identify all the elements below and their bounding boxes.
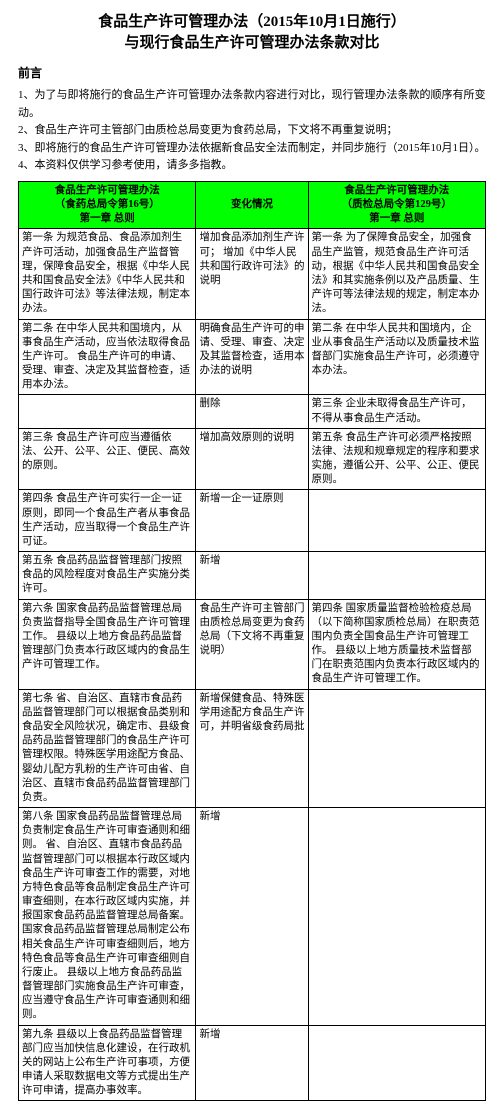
header-right-sub: （质检总局令第129号）	[312, 198, 482, 212]
cell-left: 第四条 食品生产许可实行一企一证原则，即同一个食品生产者从事食品生产活动，应当取…	[19, 490, 196, 552]
table-row: 第五条 食品药品监督管理部门按照食品的风险程度对食品生产实施分类许可。 新增	[19, 552, 486, 600]
table-row: 第八条 国家食品药品监督管理总局负责制定食品生产许可审查通则和细则。 省、自治区…	[19, 808, 486, 1026]
table-row: 第三条 食品生产许可应当遵循依法、公开、公平、公正、便民、高效的原则。 增加高效…	[19, 428, 486, 490]
cell-left: 第七条 省、自治区、直辖市食品药品监督管理部门可以根据食品类别和食品安全风险状况…	[19, 689, 196, 807]
table-row: 第二条 在中华人民共和国境内，从事食品生产活动，应当依法取得食品生产许可。 食品…	[19, 319, 486, 395]
cell-right	[308, 552, 485, 600]
header-right-chap: 第一章 总则	[312, 212, 482, 226]
cell-left: 第二条 在中华人民共和国境内，从事食品生产活动，应当依法取得食品生产许可。 食品…	[19, 319, 196, 395]
cell-right	[308, 1025, 485, 1101]
cell-right	[308, 808, 485, 1026]
cell-mid: 新增保健食品、特殊医学用途配方食品生产许可，并明省级食药局批	[196, 689, 308, 807]
cell-left: 第三条 食品生产许可应当遵循依法、公开、公平、公正、便民、高效的原则。	[19, 428, 196, 490]
header-left-title: 食品生产许可管理办法	[22, 184, 192, 198]
table-row: 第一条 为规范食品、食品添加剂生产许可活动，加强食品生产监督管理，保障食品安全，…	[19, 229, 486, 319]
comparison-table: 食品生产许可管理办法 （食药总局令第16号） 第一章 总则 变化情况 食品生产许…	[18, 181, 486, 1101]
cell-right: 第四条 国家质量监督检验检疫总局（以下简称国家质检总局）在职责范围内负责全国食品…	[308, 599, 485, 689]
header-mid: 变化情况	[196, 181, 308, 229]
preface-item: 3、即将施行的食品生产许可管理办法依据新食品安全法而制定，并同步施行（2015年…	[18, 140, 486, 158]
table-row: 第四条 食品生产许可实行一企一证原则，即同一个食品生产者从事食品生产活动，应当取…	[19, 490, 486, 552]
header-left-chap: 第一章 总则	[22, 212, 192, 226]
cell-mid: 删除	[196, 395, 308, 428]
cell-mid: 新增一企一证原则	[196, 490, 308, 552]
table-row: 第六条 国家食品药品监督管理总局负责监督指导全国食品生产许可管理工作。 县级以上…	[19, 599, 486, 689]
preface-item: 1、为了与即将施行的食品生产许可管理办法条款内容进行对比，现行管理办法条款的顺序…	[18, 87, 486, 122]
cell-mid: 新增	[196, 1025, 308, 1101]
cell-mid: 新增	[196, 552, 308, 600]
cell-left: 第六条 国家食品药品监督管理总局负责监督指导全国食品生产许可管理工作。 县级以上…	[19, 599, 196, 689]
cell-mid: 食品生产许可主管部门由质检总局变更为食药总局（下文将不再重复说明）	[196, 599, 308, 689]
cell-mid: 明确食品生产许可的申请、受理、审查、决定及其监督检查，适用本办法的说明	[196, 319, 308, 395]
cell-left: 第五条 食品药品监督管理部门按照食品的风险程度对食品生产实施分类许可。	[19, 552, 196, 600]
cell-mid: 新增	[196, 808, 308, 1026]
table-row: 第九条 县级以上食品药品监督管理部门应当加快信息化建设，在行政机关的网站上公布生…	[19, 1025, 486, 1101]
cell-right	[308, 689, 485, 807]
table-row: 删除 第三条 企业未取得食品生产许可，不得从事食品生产活动。	[19, 395, 486, 428]
cell-right	[308, 490, 485, 552]
cell-left: 第八条 国家食品药品监督管理总局负责制定食品生产许可审查通则和细则。 省、自治区…	[19, 808, 196, 1026]
preface-item: 4、本资料仅供学习参考使用，请多多指教。	[18, 157, 486, 175]
cell-mid: 增加食品添加剂生产许可； 增加《中华人民共和国行政许可法》的说明	[196, 229, 308, 319]
cell-right: 第二条 在中华人民共和国境内，企业从事食品生产活动以及质量技术监督部门实施食品生…	[308, 319, 485, 395]
cell-left: 第一条 为规范食品、食品添加剂生产许可活动，加强食品生产监督管理，保障食品安全，…	[19, 229, 196, 319]
cell-right: 第五条 食品生产许可必须严格按照法律、法规和规章规定的程序和要求实施，遵循公开、…	[308, 428, 485, 490]
preface-heading: 前言	[18, 64, 486, 81]
cell-right: 第三条 企业未取得食品生产许可，不得从事食品生产活动。	[308, 395, 485, 428]
cell-left	[19, 395, 196, 428]
header-left-sub: （食药总局令第16号）	[22, 198, 192, 212]
preface-list: 1、为了与即将施行的食品生产许可管理办法条款内容进行对比，现行管理办法条款的顺序…	[18, 87, 486, 175]
cell-right: 第一条 为了保障食品安全，加强食品生产监管，规范食品生产许可活动，根据《中华人民…	[308, 229, 485, 319]
table-row: 第七条 省、自治区、直辖市食品药品监督管理部门可以根据食品类别和食品安全风险状况…	[19, 689, 486, 807]
preface-item: 2、食品生产许可主管部门由质检总局变更为食药总局，下文将不再重复说明；	[18, 122, 486, 140]
title-line-1: 食品生产许可管理办法（2015年10月1日施行）	[18, 12, 486, 33]
header-right: 食品生产许可管理办法 （质检总局令第129号） 第一章 总则	[308, 181, 485, 229]
cell-left: 第九条 县级以上食品药品监督管理部门应当加快信息化建设，在行政机关的网站上公布生…	[19, 1025, 196, 1101]
title-line-2: 与现行食品生产许可管理办法条款对比	[18, 33, 486, 54]
header-left: 食品生产许可管理办法 （食药总局令第16号） 第一章 总则	[19, 181, 196, 229]
header-right-title: 食品生产许可管理办法	[312, 184, 482, 198]
cell-mid: 增加高效原则的说明	[196, 428, 308, 490]
